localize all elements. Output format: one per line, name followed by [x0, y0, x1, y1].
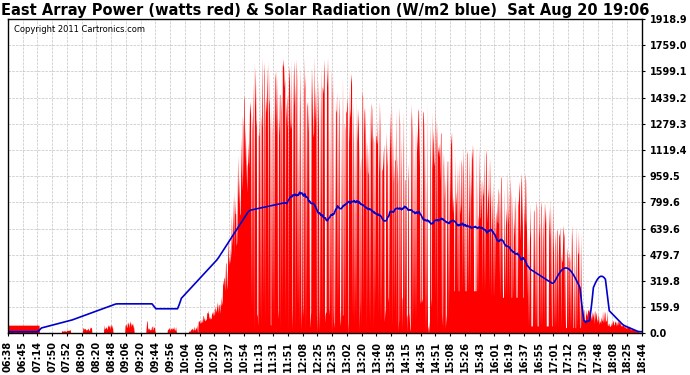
Title: East Array Power (watts red) & Solar Radiation (W/m2 blue)  Sat Aug 20 19:06: East Array Power (watts red) & Solar Rad…	[1, 3, 649, 18]
Text: Copyright 2011 Cartronics.com: Copyright 2011 Cartronics.com	[14, 25, 145, 34]
